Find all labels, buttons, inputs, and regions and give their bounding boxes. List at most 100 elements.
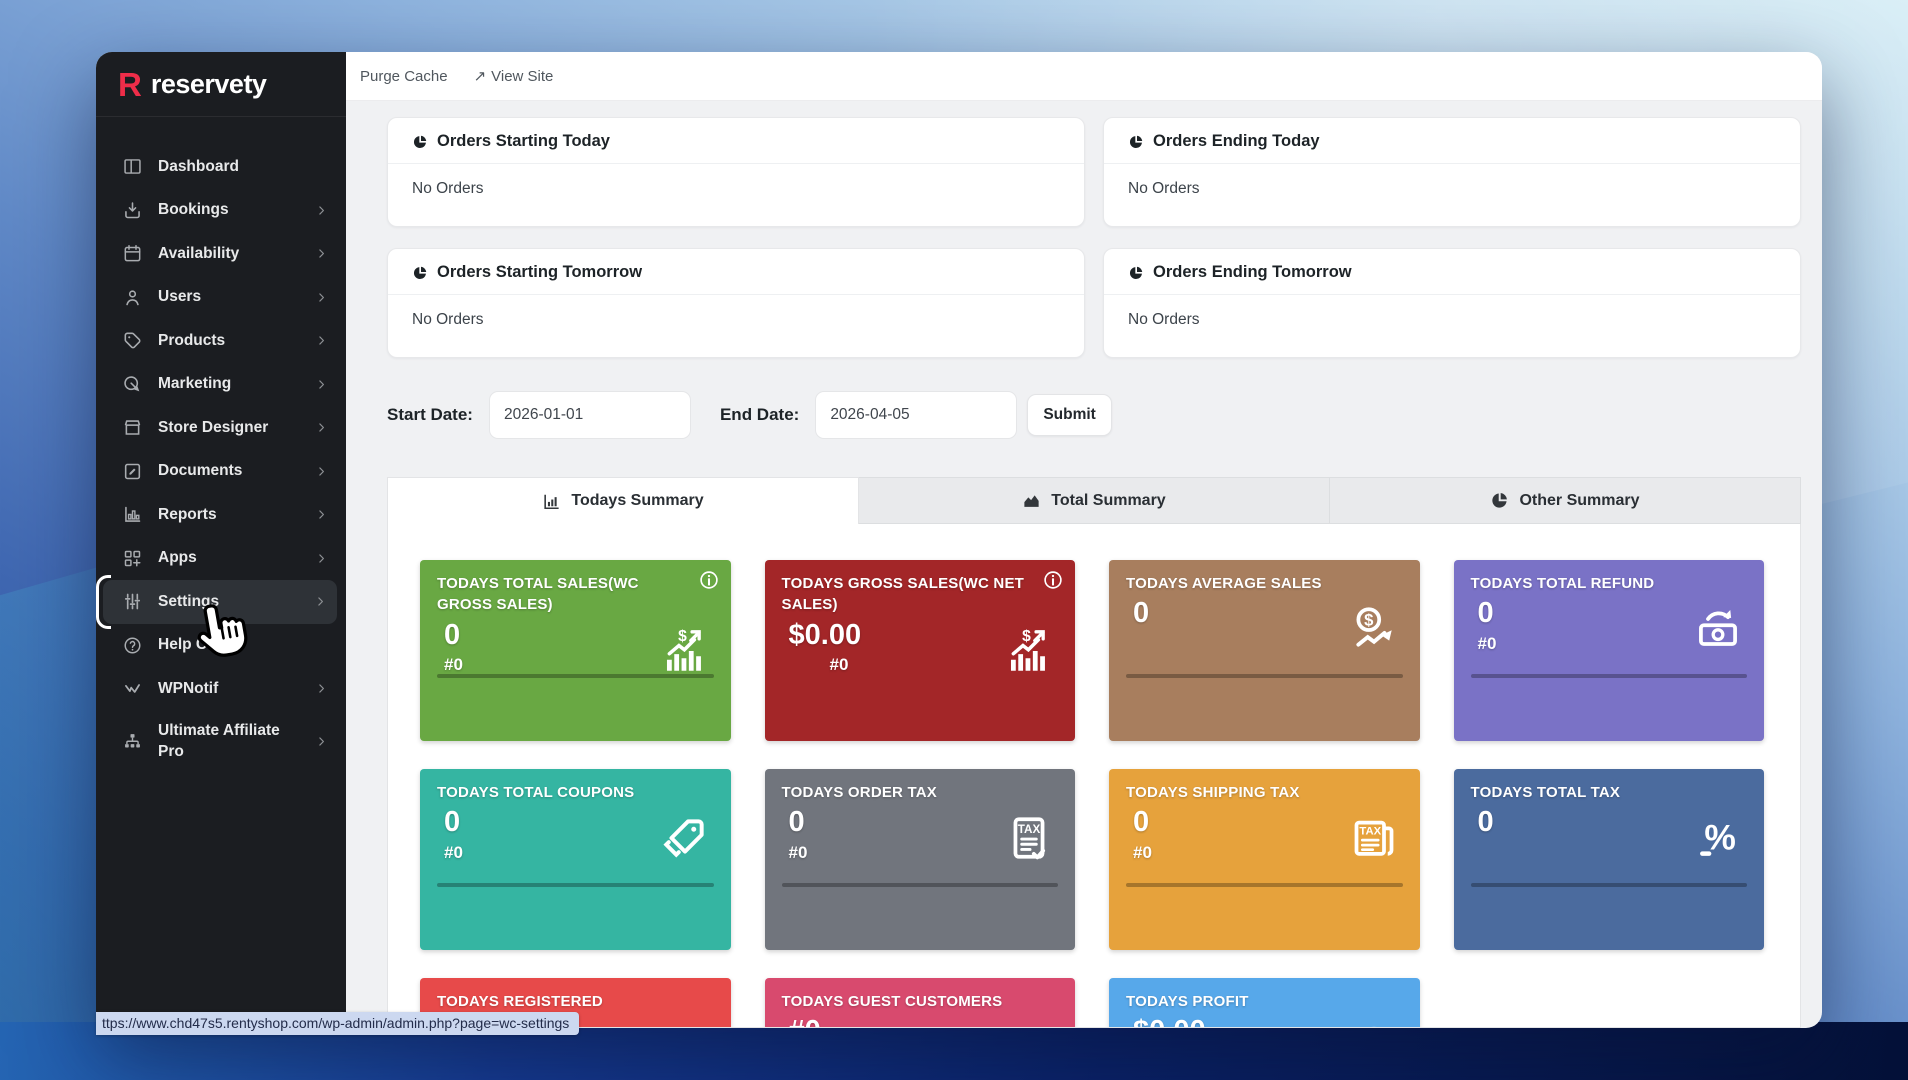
stat-card-title: TODAYS TOTAL TAX	[1470, 784, 1621, 801]
stats-grid: TODAYS TOTAL SALES(WC GROSS SALES) 0 #0 …	[420, 560, 1764, 1027]
stat-card-count: #0	[829, 655, 849, 675]
stat-card-count: #0	[788, 842, 808, 862]
chevron-right-icon	[315, 378, 328, 391]
order-card-title: Orders Ending Tomorrow	[1153, 263, 1352, 281]
svg-text:TAX: TAX	[1018, 823, 1041, 836]
brand-name: reservety	[150, 68, 267, 99]
orders-grid: Orders Starting Today No Orders Orders E…	[387, 117, 1801, 358]
tab-todays-summary[interactable]: Todays Summary	[387, 477, 859, 524]
wpnotif-icon	[122, 678, 143, 699]
stat-card-value: 0	[1133, 597, 1150, 630]
sidebar-item-availability[interactable]: Availability	[96, 232, 346, 276]
svg-text:TAX: TAX	[1359, 826, 1381, 838]
order-card-orders-starting-today: Orders Starting Today No Orders	[387, 117, 1085, 227]
stat-card-value: $0.00	[1133, 1016, 1206, 1027]
stat-card-value: 0	[444, 806, 461, 839]
stat-card-count: #0	[444, 842, 463, 862]
stat-card-value: $0.00	[788, 618, 862, 651]
summary-panel: TODAYS TOTAL SALES(WC GROSS SALES) 0 #0 …	[387, 524, 1801, 1028]
tax-news-icon: TAX	[1349, 813, 1399, 863]
stat-card-title: TODAYS SHIPPING TAX	[1126, 784, 1300, 801]
stat-card-value: 0	[1477, 597, 1494, 630]
chevron-right-icon	[315, 508, 328, 521]
hand-cursor	[197, 604, 248, 657]
svg-text:$: $	[678, 628, 687, 645]
coupons-icon	[660, 813, 710, 863]
pie-chart-icon	[412, 265, 428, 281]
chevron-right-icon	[315, 682, 328, 695]
stat-card-value: 0	[788, 806, 805, 839]
start-date-input[interactable]	[488, 391, 691, 439]
stat-card-todays-average-sales: TODAYS AVERAGE SALES 0 $	[1109, 560, 1420, 741]
stat-card-divider	[1470, 674, 1747, 678]
sidebar-item-reports[interactable]: Reports	[96, 493, 346, 537]
stat-card-title: TODAYS PROFIT	[1126, 993, 1249, 1010]
svg-text:$: $	[1364, 611, 1374, 630]
chevron-right-icon	[315, 334, 328, 347]
stat-card-title: TODAYS TOTAL SALES(WC GROSS SALES)	[437, 575, 639, 614]
sidebar-item-apps[interactable]: Apps	[96, 537, 346, 581]
dashboard-content: Orders Starting Today No Orders Orders E…	[346, 101, 1822, 1028]
submit-button[interactable]: Submit	[1027, 394, 1112, 436]
tag-icon	[122, 330, 143, 351]
chevron-right-icon	[315, 552, 328, 565]
purge-cache-link[interactable]: Purge Cache	[360, 68, 448, 85]
stat-card-value: #0	[789, 1016, 821, 1027]
order-card-orders-ending-today: Orders Ending Today No Orders	[1103, 117, 1801, 227]
sales-chart-icon: $	[1004, 626, 1054, 676]
info-icon[interactable]	[1042, 569, 1064, 591]
percent-icon: %	[1693, 813, 1743, 863]
stat-card-title: TODAYS GUEST CUSTOMERS	[781, 993, 1003, 1010]
order-card-body: No Orders	[412, 311, 484, 328]
tab-total-summary[interactable]: Total Summary	[859, 477, 1330, 524]
stat-card-value: 0	[1477, 806, 1494, 839]
pie-icon	[1490, 491, 1509, 510]
refund-icon	[1693, 604, 1743, 654]
info-icon[interactable]	[698, 569, 720, 591]
sidebar-item-settings[interactable]: Settings	[96, 575, 337, 628]
stat-card-todays-shipping-tax: TODAYS SHIPPING TAX 0 #0 TAX	[1109, 769, 1420, 950]
stat-card-count: #0	[444, 655, 463, 675]
avg-sales-icon: $	[1349, 604, 1399, 654]
chevron-right-icon	[315, 465, 328, 478]
sidebar-item-wpnotif[interactable]: WPNotif	[96, 667, 346, 711]
chevron-right-icon	[314, 595, 327, 608]
sidebar-item-products[interactable]: Products	[96, 319, 346, 363]
view-site-link[interactable]: ↗ View Site	[474, 67, 554, 86]
order-card-body: No Orders	[412, 180, 484, 197]
sidebar-item-users[interactable]: Users	[96, 276, 346, 320]
stat-card-title: TODAYS TOTAL REFUND	[1470, 575, 1655, 592]
bar-chart-icon	[542, 492, 561, 511]
chevron-right-icon	[315, 421, 328, 434]
dashboard-icon	[122, 156, 143, 177]
sidebar-item-bookings[interactable]: Bookings	[96, 189, 346, 233]
tab-other-summary[interactable]: Other Summary	[1330, 477, 1801, 524]
sidebar: R reservety Dashboard Bookings Availabil…	[96, 52, 346, 1028]
stat-card-value: 0	[1133, 806, 1150, 839]
affiliate-icon	[122, 731, 143, 752]
stat-card-todays-profit: TODAYS PROFIT $0.00	[1109, 978, 1420, 1027]
sidebar-item-dashboard[interactable]: Dashboard	[96, 145, 346, 189]
stat-card-todays-guest-customers: TODAYS GUEST CUSTOMERS #0	[764, 978, 1075, 1027]
sidebar-item-documents[interactable]: Documents	[96, 450, 346, 494]
sidebar-item-store-designer[interactable]: Store Designer	[96, 406, 346, 450]
sidebar-item-ultimate-affiliate-pro[interactable]: Ultimate Affiliate Pro	[96, 711, 346, 773]
stat-card-todays-order-tax: TODAYS ORDER TAX 0 #0 TAX	[764, 769, 1075, 950]
stat-card-todays-total-sales-wc-gross-sales: TODAYS TOTAL SALES(WC GROSS SALES) 0 #0 …	[420, 560, 731, 741]
stat-card-todays-gross-sales-wc-net-sales: TODAYS GROSS SALES(WC NET SALES) $0.00 #…	[764, 560, 1075, 741]
stat-card-divider	[437, 674, 714, 678]
end-date-input[interactable]	[815, 391, 1018, 439]
sidebar-item-marketing[interactable]: Marketing	[96, 363, 346, 407]
report-icon	[122, 504, 143, 525]
coins-icon	[1349, 1022, 1399, 1027]
brand-logo[interactable]: R reservety	[96, 52, 346, 117]
admin-window: R reservety Dashboard Bookings Availabil…	[96, 52, 1822, 1028]
chevron-right-icon	[315, 291, 328, 304]
user-icon	[122, 287, 143, 308]
stat-card-divider	[781, 883, 1058, 887]
purge-cache-label: Purge Cache	[360, 67, 448, 85]
order-card-title: Orders Starting Tomorrow	[437, 263, 643, 281]
stat-card-title: TODAYS AVERAGE SALES	[1126, 575, 1322, 592]
pie-chart-icon	[1128, 134, 1144, 150]
chevron-right-icon	[315, 247, 328, 260]
